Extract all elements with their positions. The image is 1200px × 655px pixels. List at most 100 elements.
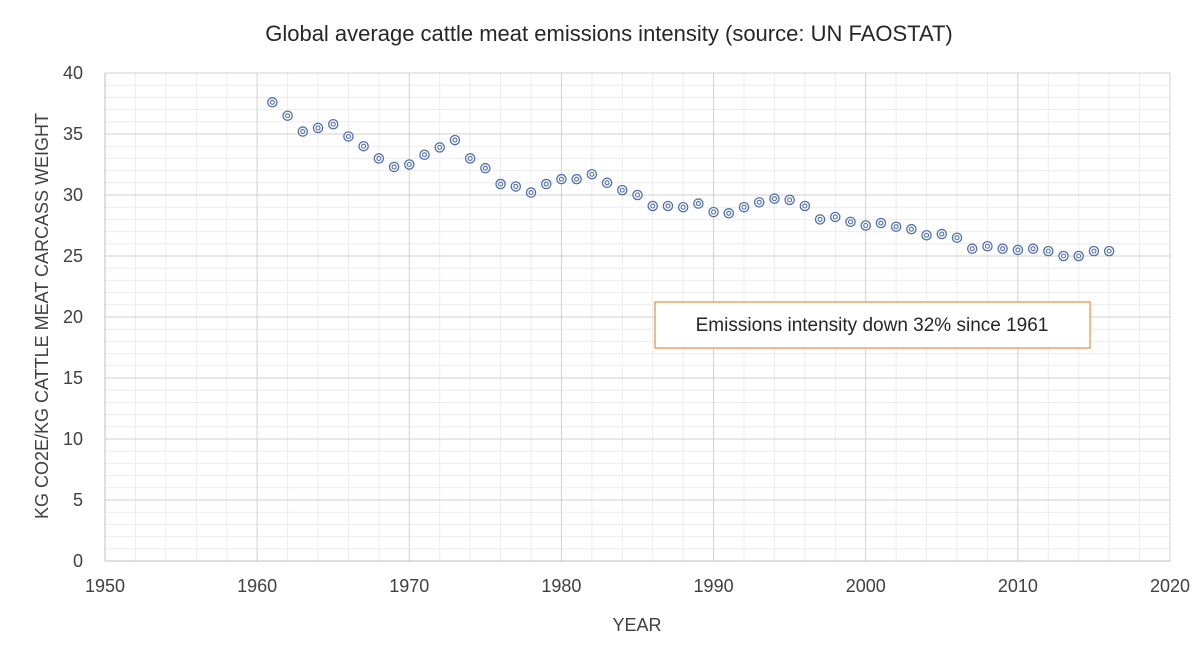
data-point-core	[847, 219, 854, 225]
data-point	[495, 178, 506, 190]
data-point-ring	[814, 214, 826, 225]
data-point-ring	[312, 122, 324, 134]
x-tick-label: 2000	[846, 576, 886, 596]
data-point-core	[543, 181, 549, 187]
y-tick-label: 10	[63, 429, 83, 449]
data-point-ring	[738, 201, 750, 213]
data-point-core	[802, 203, 808, 209]
data-point	[677, 201, 689, 213]
data-point-ring	[1027, 243, 1039, 254]
data-point-core	[604, 180, 610, 186]
data-point-ring	[540, 178, 552, 190]
y-tick-label: 35	[63, 124, 83, 144]
y-tick-label: 15	[63, 368, 83, 388]
data-point-core	[361, 143, 367, 149]
data-point-core	[1000, 246, 1006, 252]
data-point-core	[406, 161, 412, 168]
data-point	[312, 122, 324, 134]
data-point-ring	[830, 211, 841, 223]
chart-title: Global average cattle meat emissions int…	[265, 21, 953, 46]
data-point	[343, 131, 354, 142]
data-point	[738, 201, 750, 213]
data-point	[875, 217, 887, 229]
data-point-core	[269, 99, 275, 105]
data-point	[997, 243, 1008, 254]
data-point	[282, 110, 293, 121]
y-tick-label: 0	[73, 551, 83, 571]
data-point-ring	[860, 220, 871, 231]
y-tick-label: 20	[63, 307, 83, 327]
data-point-core	[1060, 253, 1067, 259]
data-point-ring	[693, 198, 704, 209]
data-point-ring	[358, 140, 369, 152]
data-point-core	[924, 232, 930, 238]
data-point	[480, 162, 491, 174]
data-point-ring	[388, 161, 400, 173]
data-point-core	[665, 203, 671, 209]
data-point-ring	[966, 243, 978, 254]
data-point-ring	[327, 118, 339, 130]
data-point-ring	[419, 149, 430, 160]
data-point-ring	[769, 193, 780, 204]
data-point	[632, 189, 643, 201]
data-point-ring	[662, 200, 674, 212]
data-point	[358, 140, 369, 152]
data-point	[845, 216, 856, 228]
data-point-core	[969, 246, 975, 252]
x-tick-label: 1950	[85, 576, 125, 596]
data-point-core	[771, 196, 777, 202]
data-point	[936, 228, 948, 240]
data-point-core	[1106, 248, 1112, 254]
data-point-core	[528, 190, 534, 196]
data-point	[906, 223, 917, 235]
data-point-core	[1076, 253, 1082, 259]
data-point	[647, 200, 658, 212]
data-point-core	[650, 203, 656, 209]
data-point-ring	[799, 200, 811, 212]
x-tick-label: 1980	[541, 576, 581, 596]
data-point	[1103, 245, 1115, 257]
data-point	[297, 126, 309, 137]
data-point-ring	[708, 206, 719, 218]
annotation-box: Emissions intensity down 32% since 1961	[654, 301, 1091, 349]
data-point	[525, 187, 537, 198]
y-tick-label: 30	[63, 185, 83, 205]
annotation-text: Emissions intensity down 32% since 1961	[696, 315, 1049, 336]
x-tick-label: 2010	[998, 576, 1038, 596]
data-point	[434, 142, 445, 153]
x-tick-label: 1970	[389, 576, 429, 596]
data-point-core	[680, 204, 686, 210]
data-point-core	[558, 176, 564, 182]
data-point	[1043, 245, 1054, 257]
data-point-ring	[449, 134, 461, 146]
data-point	[571, 173, 582, 185]
data-point-core	[741, 204, 747, 210]
data-point	[1073, 250, 1084, 262]
data-point-ring	[647, 200, 658, 212]
data-point-ring	[1058, 250, 1069, 262]
data-point	[586, 169, 598, 180]
data-point-core	[695, 200, 701, 207]
data-point-ring	[373, 153, 385, 164]
data-point-core	[589, 171, 595, 177]
data-point-ring	[1088, 245, 1100, 257]
data-point-ring	[434, 142, 445, 153]
data-point	[556, 173, 567, 185]
data-point	[951, 232, 963, 243]
data-point	[388, 161, 400, 173]
y-tick-label: 25	[63, 246, 83, 266]
data-point-ring	[586, 169, 598, 180]
data-point	[982, 240, 993, 252]
data-point	[708, 206, 719, 218]
data-point	[890, 221, 902, 232]
data-point	[921, 230, 932, 241]
data-point-ring	[875, 217, 887, 229]
x-tick-label: 1960	[237, 576, 277, 596]
data-point-core	[300, 129, 306, 135]
data-point-core	[452, 137, 458, 143]
data-point-ring	[495, 178, 506, 190]
data-point-ring	[1012, 244, 1024, 256]
data-point	[799, 200, 811, 212]
data-point	[419, 149, 430, 160]
data-point	[753, 197, 765, 208]
